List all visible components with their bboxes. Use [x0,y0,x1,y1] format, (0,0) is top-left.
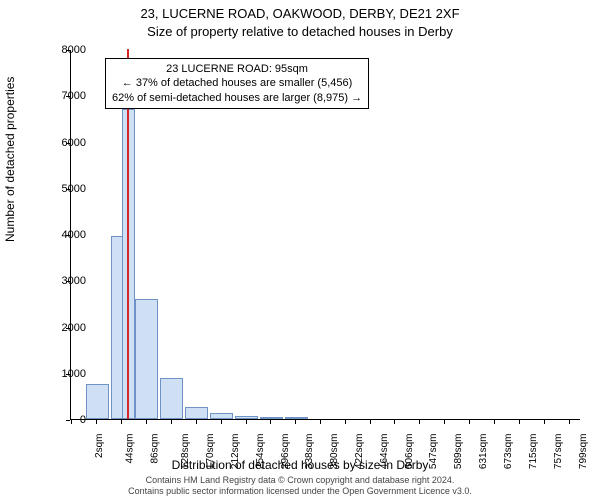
x-tick-label: 212sqm [230,434,241,470]
x-tick-label: 128sqm [180,434,191,470]
x-tick-label: 506sqm [404,434,415,470]
x-tick-label: 2sqm [94,434,105,458]
x-tick-mark [494,420,495,424]
histogram-bar [235,416,258,419]
histogram-bar [285,417,308,419]
y-tick-mark [66,235,70,236]
x-tick-mark [569,420,570,424]
y-tick-mark [66,143,70,144]
x-tick-mark [246,420,247,424]
chart-title-main: 23, LUCERNE ROAD, OAKWOOD, DERBY, DE21 2… [0,6,600,21]
x-tick-mark [96,420,97,424]
x-tick-mark [544,420,545,424]
x-tick-mark [295,420,296,424]
x-tick-label: 254sqm [255,434,266,470]
annotation-box: 23 LUCERNE ROAD: 95sqm ← 37% of detached… [105,58,369,109]
x-tick-mark [394,420,395,424]
x-tick-mark [71,420,72,424]
x-tick-mark [320,420,321,424]
x-tick-label: 422sqm [354,434,365,470]
chart-title-sub: Size of property relative to detached ho… [0,24,600,39]
x-tick-label: 338sqm [305,434,316,470]
x-tick-label: 170sqm [205,434,216,470]
footer-line-1: Contains HM Land Registry data © Crown c… [0,475,600,486]
x-tick-label: 631sqm [478,434,489,470]
x-tick-mark [419,420,420,424]
y-tick-mark [66,281,70,282]
x-tick-label: 799sqm [578,434,589,470]
x-tick-mark [519,420,520,424]
x-tick-mark [370,420,371,424]
x-tick-mark [469,420,470,424]
x-tick-mark [345,420,346,424]
y-tick-mark [66,96,70,97]
property-size-chart: 23, LUCERNE ROAD, OAKWOOD, DERBY, DE21 2… [0,0,600,500]
annotation-line-1: 23 LUCERNE ROAD: 95sqm [112,62,362,76]
x-tick-mark [444,420,445,424]
x-tick-label: 296sqm [280,434,291,470]
annotation-line-3: 62% of semi-detached houses are larger (… [112,91,362,105]
x-tick-label: 673sqm [503,434,514,470]
x-tick-mark [196,420,197,424]
y-tick-mark [66,50,70,51]
x-tick-label: 380sqm [329,434,340,470]
x-tick-label: 86sqm [150,434,161,464]
histogram-bar [185,407,208,419]
x-tick-mark [171,420,172,424]
annotation-line-2: ← 37% of detached houses are smaller (5,… [112,76,362,90]
x-tick-mark [221,420,222,424]
x-tick-label: 589sqm [453,434,464,470]
histogram-bar [260,417,283,419]
x-tick-label: 464sqm [379,434,390,470]
x-tick-label: 44sqm [125,434,136,464]
x-tick-mark [121,420,122,424]
x-tick-label: 757sqm [553,434,564,470]
y-axis-label: Number of detached properties [3,77,17,242]
histogram-bar [160,378,183,419]
histogram-bar [135,299,158,419]
x-tick-mark [146,420,147,424]
footer-line-2: Contains public sector information licen… [0,486,600,497]
histogram-bar [86,384,109,419]
y-tick-mark [66,328,70,329]
histogram-bar [210,413,233,419]
chart-footer: Contains HM Land Registry data © Crown c… [0,475,600,497]
y-tick-mark [66,189,70,190]
x-tick-mark [270,420,271,424]
x-tick-label: 715sqm [528,434,539,470]
x-tick-label: 547sqm [428,434,439,470]
y-tick-mark [66,420,70,421]
y-tick-mark [66,374,70,375]
